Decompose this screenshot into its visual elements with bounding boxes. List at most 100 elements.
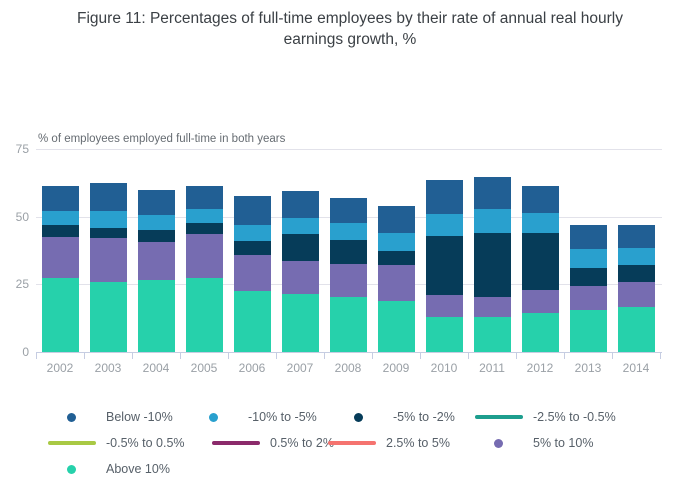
bar-segment-10-to-5[interactable] bbox=[185, 208, 223, 224]
bar-segment-5-to-10[interactable] bbox=[233, 254, 271, 292]
bar-segment-below-10[interactable] bbox=[185, 185, 223, 209]
bar-segment-below-10[interactable] bbox=[617, 224, 655, 248]
bar-segment-above-10[interactable] bbox=[617, 307, 655, 352]
legend-item-0-5-to-2[interactable]: 0.5% to 2% bbox=[212, 430, 334, 456]
bar-segment-below-10[interactable] bbox=[137, 189, 175, 216]
bar-2009[interactable] bbox=[377, 205, 415, 352]
bar-segment-10-to-5[interactable] bbox=[233, 224, 271, 242]
bar-segment-10-to-5[interactable] bbox=[473, 208, 511, 233]
bar-segment-5-to-2[interactable] bbox=[137, 230, 175, 243]
bar-segment-10-to-5[interactable] bbox=[377, 232, 415, 251]
bar-2014[interactable] bbox=[617, 224, 655, 352]
bar-segment-above-10[interactable] bbox=[473, 316, 511, 352]
x-tick-label-2005: 2005 bbox=[190, 361, 218, 375]
bar-segment-below-10[interactable] bbox=[569, 224, 607, 250]
bar-segment-above-10[interactable] bbox=[281, 293, 319, 352]
legend-item-0-5-to-0-5[interactable]: -0.5% to 0.5% bbox=[48, 430, 185, 456]
bar-segment-5-to-2[interactable] bbox=[89, 227, 127, 239]
bar-segment-5-to-10[interactable] bbox=[473, 296, 511, 317]
bar-segment-5-to-2[interactable] bbox=[425, 235, 463, 296]
bar-2013[interactable] bbox=[569, 224, 607, 352]
bar-segment-5-to-10[interactable] bbox=[41, 236, 79, 278]
bar-segment-10-to-5[interactable] bbox=[89, 211, 127, 228]
bar-segment-10-to-5[interactable] bbox=[329, 223, 367, 240]
bar-2002[interactable] bbox=[41, 185, 79, 352]
bar-segment-above-10[interactable] bbox=[41, 277, 79, 352]
x-tick-label-2003: 2003 bbox=[94, 361, 122, 375]
bar-2003[interactable] bbox=[89, 182, 127, 352]
x-axis-line bbox=[36, 352, 662, 353]
gridline-75 bbox=[36, 149, 662, 150]
bar-2007[interactable] bbox=[281, 190, 319, 352]
legend-label: -2.5% to -0.5% bbox=[533, 410, 616, 424]
bar-segment-10-to-5[interactable] bbox=[281, 218, 319, 235]
bar-segment-above-10[interactable] bbox=[137, 280, 175, 352]
bar-segment-10-to-5[interactable] bbox=[41, 211, 79, 225]
bar-segment-below-10[interactable] bbox=[89, 182, 127, 212]
bar-2006[interactable] bbox=[233, 196, 271, 352]
bar-segment-above-10[interactable] bbox=[89, 281, 127, 352]
legend-item-above-10[interactable]: Above 10% bbox=[48, 456, 170, 482]
legend-marker-slot bbox=[212, 430, 260, 456]
bar-segment-below-10[interactable] bbox=[41, 185, 79, 212]
bar-segment-below-10[interactable] bbox=[281, 190, 319, 219]
legend-item-5-to-2[interactable]: -5% to -2% bbox=[335, 404, 455, 430]
bar-segment-below-10[interactable] bbox=[377, 205, 415, 233]
bar-segment-below-10[interactable] bbox=[233, 196, 271, 225]
bar-segment-below-10[interactable] bbox=[425, 180, 463, 214]
bar-segment-5-to-10[interactable] bbox=[521, 289, 559, 313]
bar-2008[interactable] bbox=[329, 197, 367, 352]
bar-segment-5-to-2[interactable] bbox=[617, 265, 655, 282]
bar-segment-5-to-10[interactable] bbox=[377, 265, 415, 301]
bar-segment-5-to-10[interactable] bbox=[137, 242, 175, 281]
bar-2004[interactable] bbox=[137, 189, 175, 352]
bar-segment-5-to-10[interactable] bbox=[617, 281, 655, 308]
x-tick-label-2010: 2010 bbox=[430, 361, 458, 375]
bar-2005[interactable] bbox=[185, 185, 223, 352]
bar-segment-5-to-2[interactable] bbox=[281, 234, 319, 262]
bar-segment-5-to-10[interactable] bbox=[185, 234, 223, 278]
bar-segment-5-to-10[interactable] bbox=[425, 295, 463, 317]
bar-segment-above-10[interactable] bbox=[569, 310, 607, 352]
bar-segment-10-to-5[interactable] bbox=[617, 247, 655, 266]
x-axis-tick bbox=[228, 353, 229, 359]
bar-2010[interactable] bbox=[425, 180, 463, 352]
bar-segment-5-to-2[interactable] bbox=[233, 241, 271, 255]
bar-segment-10-to-5[interactable] bbox=[425, 214, 463, 236]
bar-segment-5-to-2[interactable] bbox=[473, 232, 511, 297]
bar-segment-5-to-10[interactable] bbox=[569, 285, 607, 311]
bar-segment-5-to-10[interactable] bbox=[329, 264, 367, 297]
bar-segment-5-to-2[interactable] bbox=[521, 232, 559, 290]
bar-segment-10-to-5[interactable] bbox=[137, 215, 175, 231]
bar-2011[interactable] bbox=[473, 177, 511, 352]
bar-2012[interactable] bbox=[521, 185, 559, 352]
bar-segment-10-to-5[interactable] bbox=[521, 212, 559, 233]
bar-segment-above-10[interactable] bbox=[329, 296, 367, 352]
x-axis-tick bbox=[36, 353, 37, 359]
bar-segment-10-to-5[interactable] bbox=[569, 249, 607, 269]
legend-item-below-10[interactable]: Below -10% bbox=[48, 404, 173, 430]
bar-segment-below-10[interactable] bbox=[473, 177, 511, 209]
legend-circle-marker-below-10 bbox=[67, 412, 76, 422]
bar-segment-below-10[interactable] bbox=[329, 197, 367, 224]
bar-segment-5-to-2[interactable] bbox=[329, 239, 367, 265]
bar-segment-5-to-2[interactable] bbox=[185, 223, 223, 235]
bar-segment-above-10[interactable] bbox=[521, 312, 559, 352]
bar-segment-5-to-10[interactable] bbox=[281, 261, 319, 294]
legend-item-2-5-to-5[interactable]: 2.5% to 5% bbox=[328, 430, 450, 456]
bar-segment-below-10[interactable] bbox=[521, 185, 559, 213]
legend-label: 5% to 10% bbox=[533, 436, 594, 450]
legend-label: Above 10% bbox=[106, 462, 170, 476]
bar-segment-above-10[interactable] bbox=[185, 277, 223, 352]
bar-segment-above-10[interactable] bbox=[425, 316, 463, 352]
bar-segment-5-to-2[interactable] bbox=[41, 224, 79, 237]
bar-segment-5-to-10[interactable] bbox=[89, 238, 127, 282]
legend-item-10-to-5[interactable]: -10% to -5% bbox=[190, 404, 317, 430]
bar-segment-above-10[interactable] bbox=[377, 300, 415, 352]
bar-segment-above-10[interactable] bbox=[233, 291, 271, 352]
bar-segment-5-to-2[interactable] bbox=[377, 250, 415, 266]
legend-item-2-5-to-0-5[interactable]: -2.5% to -0.5% bbox=[475, 404, 616, 430]
legend-item-5-to-10[interactable]: 5% to 10% bbox=[475, 430, 593, 456]
bar-segment-5-to-2[interactable] bbox=[569, 268, 607, 286]
x-tick-label-2011: 2011 bbox=[479, 361, 505, 375]
